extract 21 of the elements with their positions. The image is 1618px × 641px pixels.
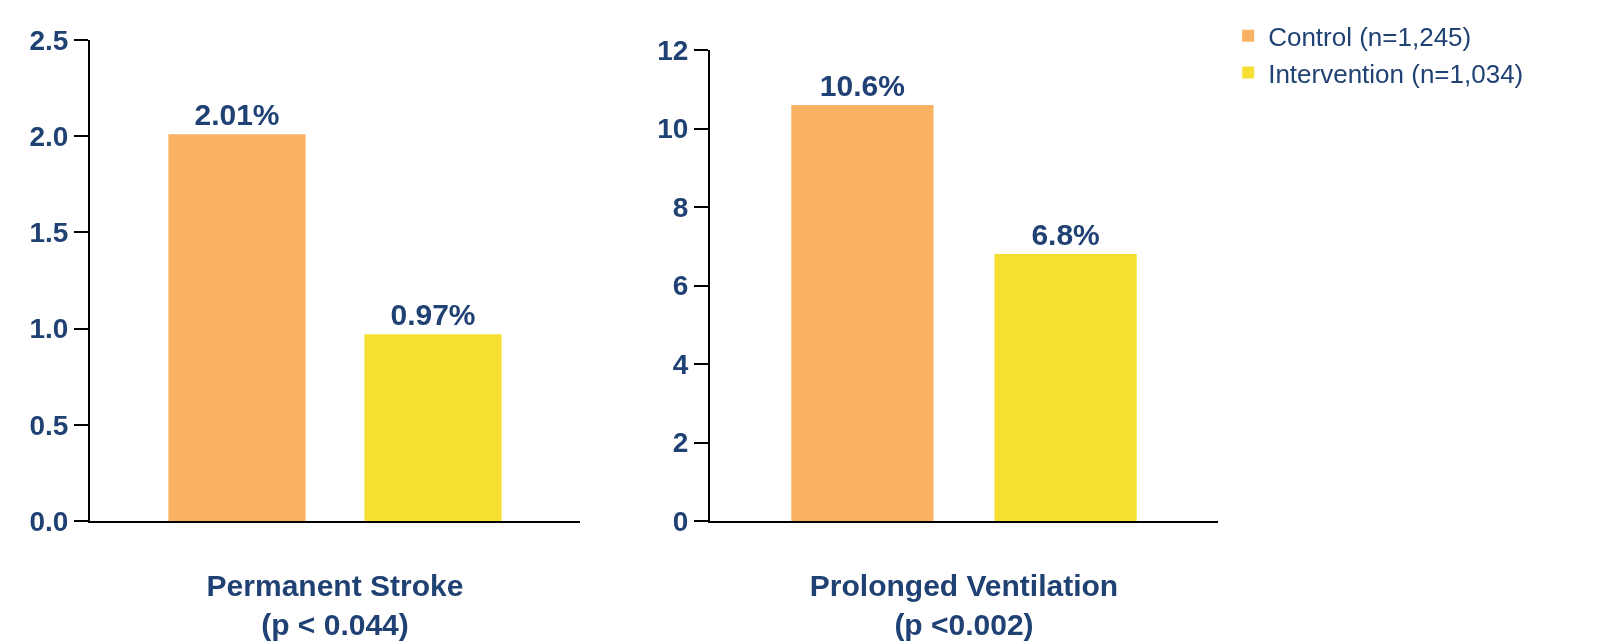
- legend-label: Control (n=1,245): [1268, 21, 1472, 52]
- x-axis-title: Permanent Stroke (p < 0.044): [206, 569, 464, 641]
- data-label: 0.97%: [390, 298, 476, 332]
- y-tick-label: 4: [672, 348, 689, 380]
- y-tick-label: 1.0: [29, 313, 69, 345]
- legend-label: Intervention (n=1,034): [1268, 58, 1524, 89]
- data-label: 6.8%: [1031, 218, 1100, 252]
- y-tick-label: 8: [672, 191, 689, 223]
- x-axis-title: Prolonged Ventilation (p <0.002): [809, 569, 1119, 641]
- y-tick-label: 2.0: [29, 121, 69, 152]
- y-tick-label: 12: [657, 34, 689, 66]
- y-tick-label: 0.5: [29, 409, 69, 441]
- data-label: 2.01%: [194, 98, 280, 132]
- y-tick-label: 2.5: [29, 24, 69, 56]
- y-tick-label: 10: [657, 113, 689, 145]
- y-tick-label: 6: [672, 270, 689, 302]
- data-label: 10.6%: [819, 68, 905, 102]
- y-tick-label: 1.5: [29, 217, 69, 249]
- y-tick-label: 0.0: [29, 505, 69, 537]
- y-tick-label: 0: [672, 505, 689, 537]
- y-tick-label: 2: [672, 427, 689, 459]
